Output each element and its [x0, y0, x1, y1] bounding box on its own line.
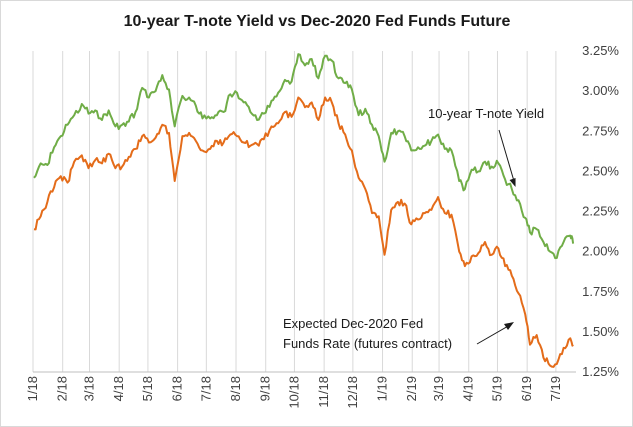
x-tick-label: 1/18	[25, 376, 40, 401]
x-tick-label: 2/18	[55, 376, 70, 401]
arrowhead-icon	[504, 322, 514, 330]
x-tick-label: 4/19	[461, 376, 476, 401]
x-axis-tick-labels: 1/18 2/18 3/18 4/18 5/18 6/18 7/18 8/18 9/18 10/1…	[25, 376, 563, 409]
annotations: 10-year T-note Yield Expected Dec-2020 Fe…	[283, 106, 544, 351]
x-tick-label: 5/18	[140, 376, 155, 401]
annotation-fedfunds-line1: Expected Dec-2020 Fed	[283, 316, 423, 331]
x-tick-label: 7/18	[198, 376, 213, 401]
x-tick-label: 2/19	[404, 376, 419, 401]
x-tick-label: 5/19	[489, 376, 504, 401]
x-tick-label: 8/18	[228, 376, 243, 401]
annotation-treasury: 10-year T-note Yield	[428, 106, 544, 121]
annotation-treasury-arrow	[498, 129, 516, 184]
y-tick-label: 2.50%	[582, 163, 619, 178]
fed-funds-future-line	[33, 96, 574, 368]
x-tick-label: 12/18	[345, 376, 360, 409]
y-tick-label: 3.00%	[582, 83, 619, 98]
chart-title: 10-year T-note Yield vs Dec-2020 Fed Fun…	[124, 13, 511, 30]
x-tick-label: 6/18	[170, 376, 185, 401]
y-tick-label: 2.25%	[582, 204, 619, 219]
annotation-fedfunds-arrow	[476, 324, 511, 345]
x-tick-label: 1/19	[375, 376, 390, 401]
x-tick-label: 9/18	[258, 376, 273, 401]
treasury-yield-line	[33, 53, 575, 260]
y-tick-label: 1.50%	[582, 324, 619, 339]
x-tick-label: 3/19	[431, 376, 446, 401]
y-axis-tick-labels: 1.25% 1.50% 1.75% 2.00% 2.25% 2.50% 2.75% 3.00%…	[582, 43, 619, 379]
arrowhead-icon	[509, 178, 516, 188]
y-tick-label: 2.75%	[582, 123, 619, 138]
x-tick-label: 10/18	[286, 376, 301, 409]
x-tick-label: 3/18	[82, 376, 97, 401]
x-tick-label: 7/19	[548, 376, 563, 401]
x-tick-label: 11/18	[316, 376, 331, 408]
annotation-fedfunds-line2: Funds Rate (futures contract)	[283, 336, 452, 351]
y-tick-label: 1.75%	[582, 284, 619, 299]
series-lines	[33, 53, 575, 368]
x-tick-label: 6/19	[519, 376, 534, 401]
y-tick-label: 1.25%	[582, 364, 619, 379]
x-tick-label: 4/18	[111, 376, 126, 401]
y-tick-label: 3.25%	[582, 43, 619, 58]
y-tick-label: 2.00%	[582, 244, 619, 259]
